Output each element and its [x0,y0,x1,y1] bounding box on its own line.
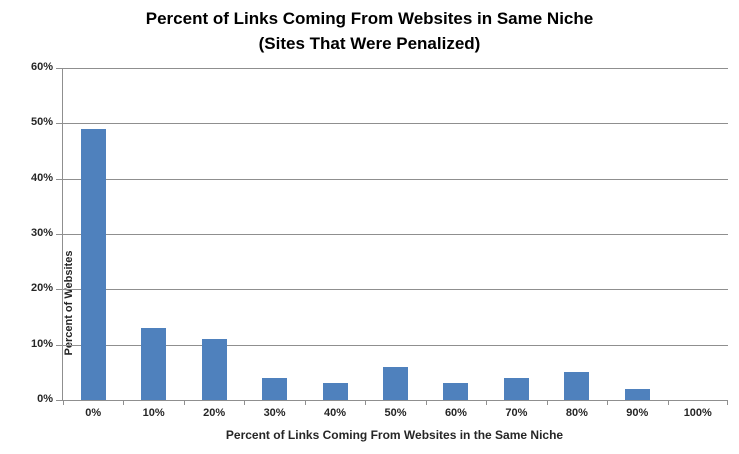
x-axis-tick [183,400,185,405]
x-axis-tick [63,400,64,405]
bar-70% [503,377,529,400]
gridline-30 [63,234,728,235]
x-axis-tick [425,400,427,405]
x-axis-tick [727,400,728,405]
gridline-40 [63,178,728,180]
bar-90% [624,388,650,400]
bar-80% [564,372,590,400]
x-tick-label: 70% [505,407,528,419]
y-tick-label: 40% [30,171,53,184]
bar-10% [141,328,167,400]
bar-0% [80,128,106,400]
x-tick-label: 50% [384,407,407,419]
y-axis-tick [56,344,63,346]
x-tick-label: 10% [142,407,165,419]
y-axis-tick [56,234,63,235]
x-tick-label: 40% [324,407,347,419]
gridline-60 [63,68,728,69]
x-tick-label: 30% [263,407,286,419]
chart-title-line-2: (Sites That Were Penalized) [258,34,481,53]
chart-title: Percent of Links Coming From Websites in… [0,6,739,56]
bar-60% [443,383,469,400]
x-tick-label: 0% [85,407,102,419]
plot-area: Percent of Websites 0% 10% 20% 30% 40% 50% 60%… [31,62,728,419]
gridline-20 [63,289,728,291]
x-axis-tick [546,400,548,405]
x-tick-label: 20% [203,407,226,419]
bar-40% [322,383,348,400]
x-axis-tick [667,400,669,405]
y-tick-label: 10% [30,337,53,350]
gridline-10 [63,344,728,346]
bar-50% [383,366,408,400]
y-axis-title: Percent of Websites [63,250,75,356]
x-tick-label: 60% [444,407,467,419]
y-tick-label: 20% [30,282,53,295]
y-axis-tick [56,68,63,69]
y-axis-tick [56,123,63,125]
y-tick-label: 0% [37,393,53,405]
x-axis-title: Percent of Links Coming From Websites in… [225,428,564,442]
x-axis-tick [365,400,367,405]
x-axis-tick [244,400,246,405]
y-axis-tick [56,178,63,180]
y-tick-label: 60% [30,61,53,73]
y-axis-tick [56,400,63,401]
chart-title-line-1: Percent of Links Coming From Websites in… [145,9,594,28]
y-tick-label: 50% [30,116,53,129]
x-axis-tick [607,400,609,405]
x-axis-tick [304,400,306,405]
bar-30% [262,377,288,400]
x-axis-tick [486,400,488,405]
y-axis-tick [56,289,63,291]
gridline-50 [63,123,728,125]
x-axis-tick [123,400,125,405]
x-tick-label: 90% [626,407,649,419]
x-tick-label: 100% [683,407,712,419]
x-tick-label: 80% [565,407,588,419]
bar-20% [201,339,227,400]
y-tick-label: 30% [30,227,53,239]
